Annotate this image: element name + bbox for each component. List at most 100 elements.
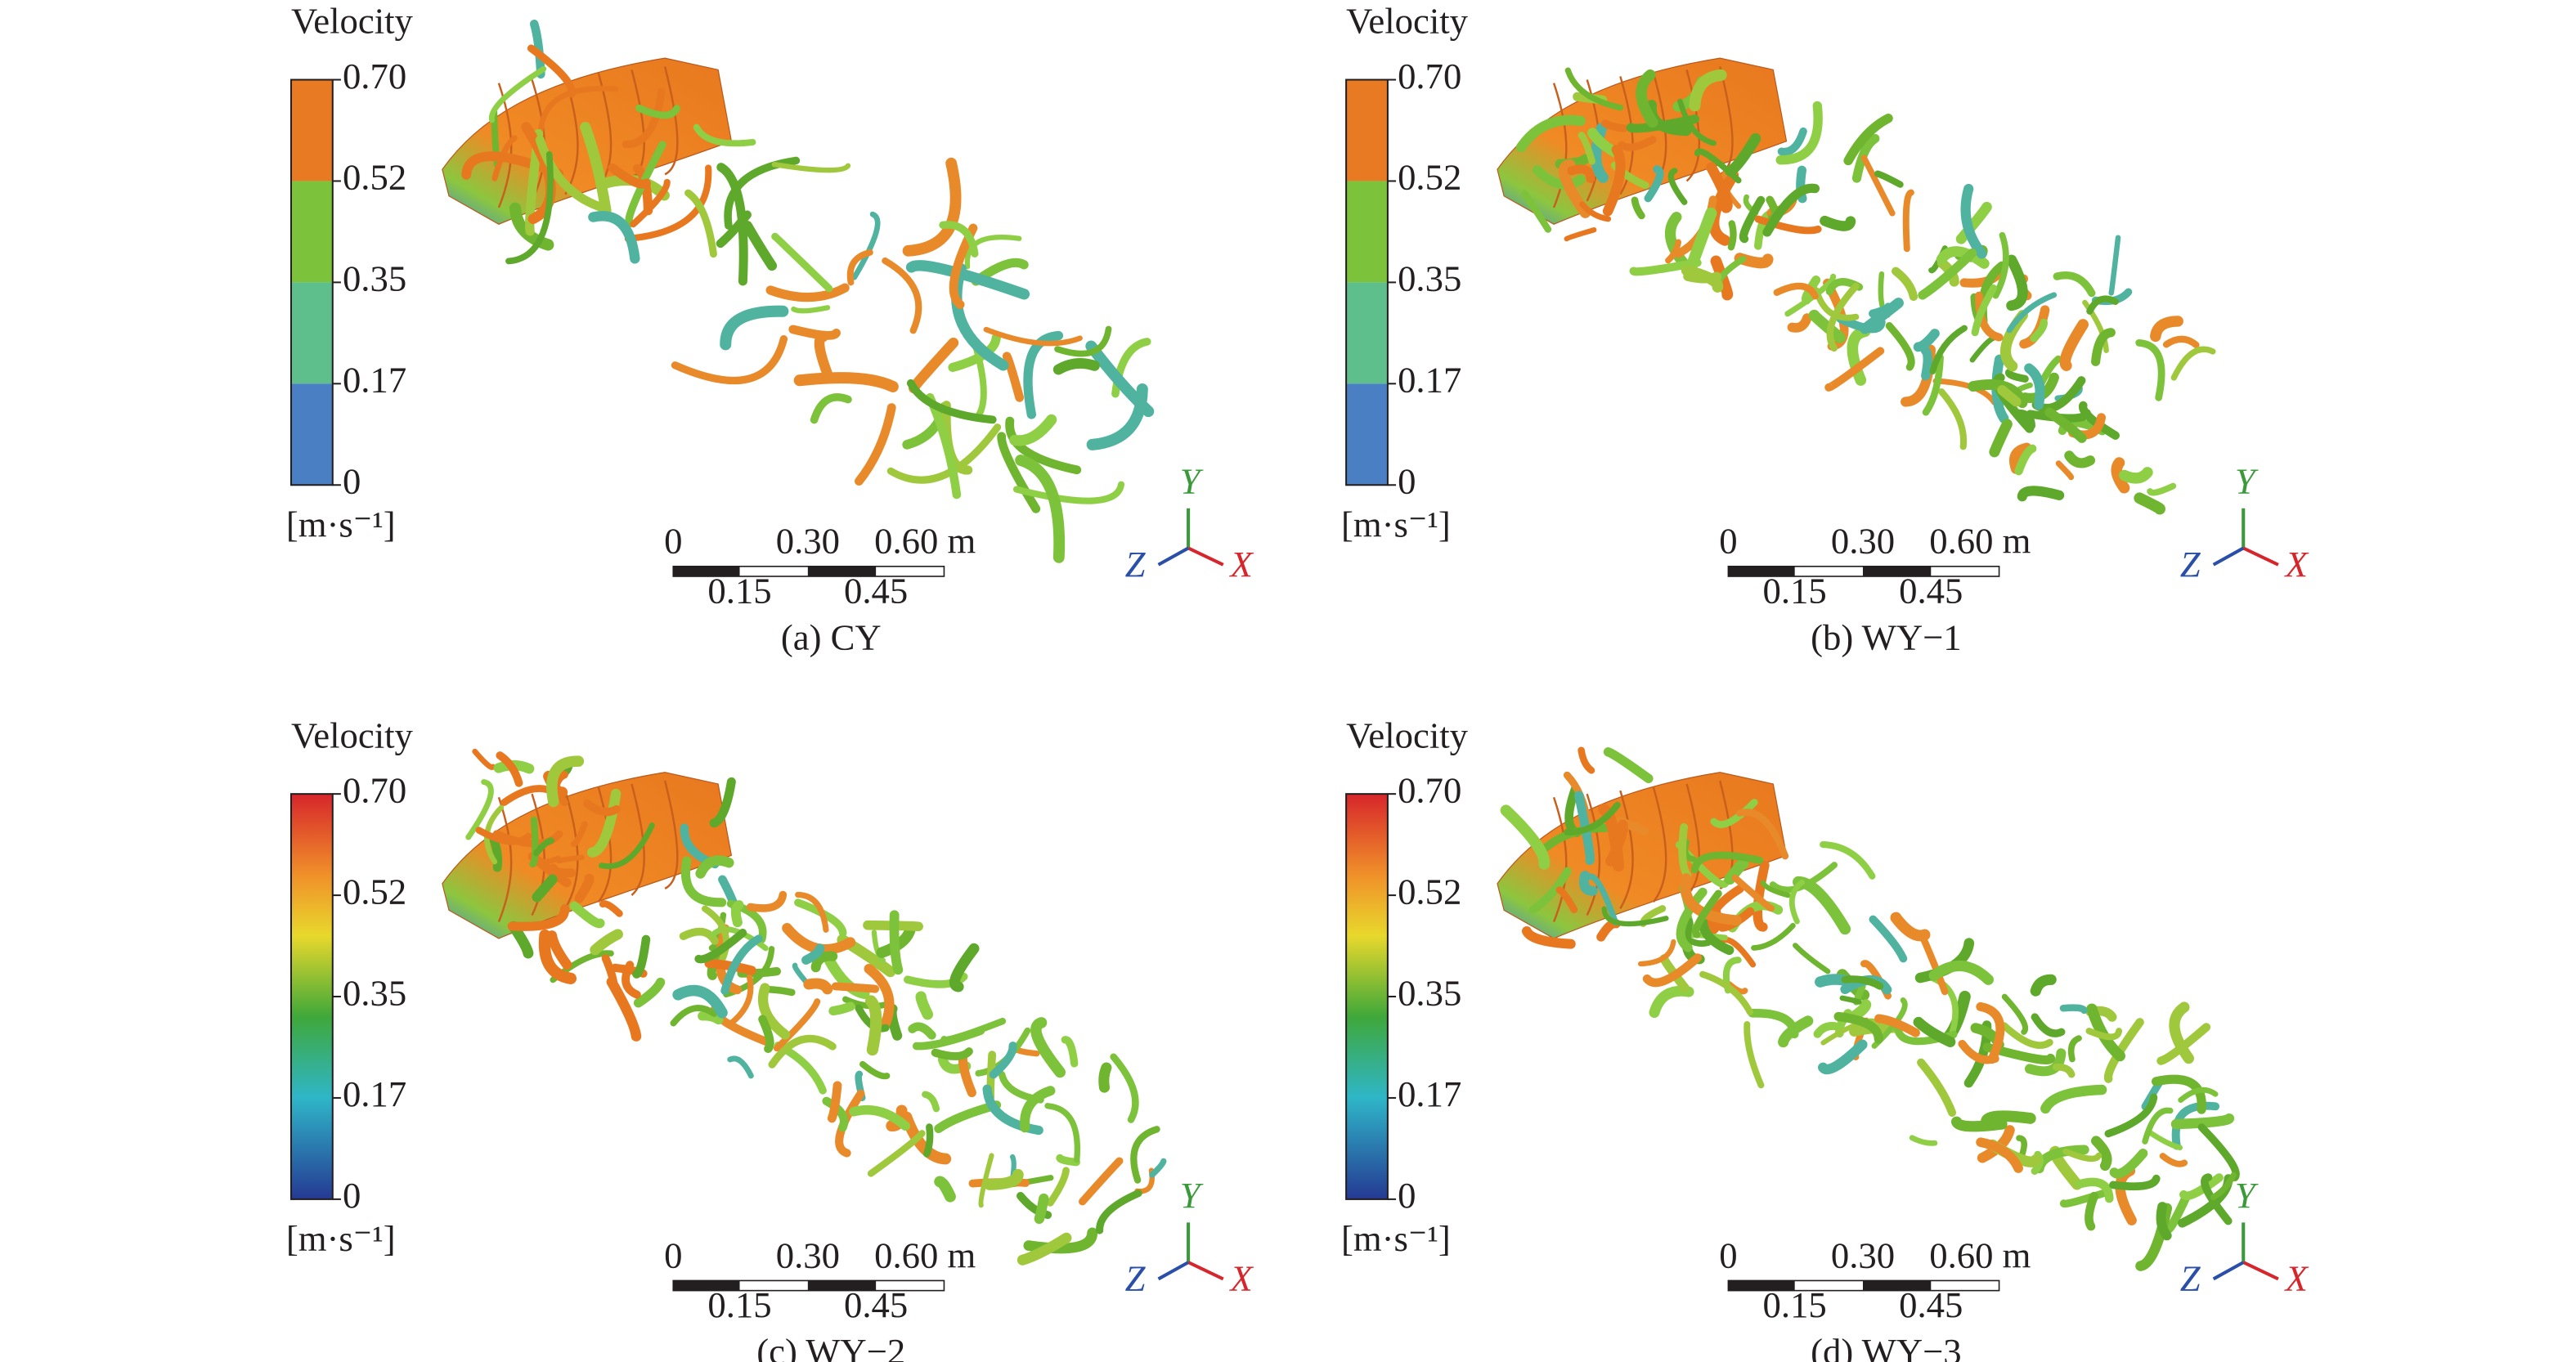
vortex-tube <box>1826 282 1860 352</box>
scale-label: 0.15 <box>1763 1284 1827 1325</box>
vortex-tube <box>841 996 891 1010</box>
vortex-tube <box>1936 246 1990 269</box>
vortex-tube <box>1928 960 1994 985</box>
axis-label: Y <box>1180 1175 1204 1216</box>
vortex-tube <box>1744 1020 1765 1089</box>
vortex-tube <box>1009 414 1057 446</box>
vortex-tube <box>939 221 979 258</box>
vortex-tube <box>549 863 577 878</box>
wing-stripe <box>663 65 679 176</box>
vortex-tube <box>2111 457 2130 494</box>
legend-title: Velocity <box>1346 715 1469 755</box>
vortex-tube <box>810 393 852 424</box>
vortex-tube <box>529 816 539 868</box>
vortex-tube <box>509 202 554 251</box>
vortex-tube <box>2091 1136 2112 1172</box>
wing-stripe <box>1685 69 1700 182</box>
wing-stripe <box>1552 796 1568 923</box>
wing-stripe <box>1552 83 1568 208</box>
vortex-tube <box>1603 747 1654 783</box>
legend-title: Velocity <box>1346 1 1469 42</box>
vortex-tube <box>2170 346 2216 381</box>
colorbar-segment <box>1346 79 1388 181</box>
vortex-tube <box>505 150 554 265</box>
colorbar-segment <box>1346 383 1388 486</box>
vortex-tube <box>864 963 895 1028</box>
axis-arrow <box>2212 1261 2245 1281</box>
vortex-tube <box>855 403 896 486</box>
vortex-tube <box>583 799 621 817</box>
vortex-tube <box>922 1091 940 1113</box>
vortex-tube <box>1929 325 1968 374</box>
vortex-tube <box>997 432 1041 513</box>
vortex-tube <box>864 995 882 1056</box>
vortex-tube <box>1515 114 1586 153</box>
vortex-tube <box>574 873 595 903</box>
vortex-tube <box>1913 329 1940 352</box>
vortex-tube <box>2076 1177 2114 1203</box>
vortex-tube <box>1920 346 1932 381</box>
vortex-tube <box>465 779 494 840</box>
vortex-tube <box>2014 444 2037 476</box>
legend-title: Velocity <box>291 715 414 755</box>
vortex-tube <box>2201 1173 2233 1225</box>
vortex-tube <box>538 929 577 984</box>
vortex-tube <box>1724 858 1749 885</box>
caption: (a) CY <box>781 616 882 657</box>
vortex-tube <box>1813 1022 1839 1038</box>
vortex-tube <box>1902 189 1914 253</box>
vortex-tube <box>904 972 968 988</box>
colorbar-label: 0.17 <box>343 1073 406 1114</box>
axis-arrow <box>1157 546 1190 567</box>
vortex-tube <box>846 249 873 286</box>
vortex-tube <box>1851 133 1880 183</box>
vortex-tube <box>923 1123 934 1158</box>
vortex-tube <box>2171 1101 2220 1150</box>
colorbar-label: 0.70 <box>1398 56 1461 96</box>
vortex-tube <box>1052 358 1100 375</box>
vortex-tube <box>849 1104 910 1131</box>
vortex-tube <box>569 901 605 929</box>
scale-bar-segment <box>673 1280 740 1291</box>
colorbar-label: 0 <box>343 1175 361 1216</box>
vortex-tube <box>1079 1157 1124 1206</box>
vortex-tube <box>590 929 623 956</box>
vortex-tube <box>793 372 899 392</box>
vortex-tube <box>2086 295 2119 315</box>
vortex-tube <box>1874 1014 1920 1037</box>
vortex-tube <box>2210 1172 2237 1201</box>
vortex-tube <box>1727 220 1737 251</box>
colorbar-segment <box>1346 181 1388 283</box>
vortex-tube <box>909 337 959 394</box>
vortex-tube <box>1909 1135 1938 1146</box>
vortex-tube <box>768 1034 837 1069</box>
vortex-tube <box>1602 144 1626 217</box>
vortex-tube <box>1520 190 1552 233</box>
vortex-tube <box>1086 383 1148 450</box>
colorbar <box>1345 793 1389 1200</box>
vortex-tube <box>1149 1158 1167 1178</box>
colorbar-label: 0.70 <box>343 769 406 810</box>
vortex-tube <box>1778 1015 1814 1048</box>
vortex-tube <box>1885 322 1915 371</box>
vortex-tube <box>1110 1053 1139 1123</box>
vortex-tube <box>1841 975 1884 990</box>
scale-label: 0.30 <box>776 521 840 562</box>
vortex-tube <box>2142 1107 2174 1145</box>
vortex-tube <box>1922 354 1944 416</box>
vortex-tube <box>1820 1018 1878 1046</box>
vortex-tube <box>1754 215 1822 235</box>
vortex-tube <box>2067 1035 2082 1063</box>
vortex-tube <box>742 221 778 271</box>
vortex-tube <box>1567 164 1595 184</box>
axis-arrow <box>1187 1261 1224 1281</box>
vortex-tube <box>1777 127 1807 156</box>
colorbar-label: 0.17 <box>343 360 406 401</box>
vortex-tube <box>2135 338 2165 401</box>
vortex-tube <box>2108 235 2121 296</box>
vortex-tube <box>964 234 1022 270</box>
vortex-tube <box>500 785 568 807</box>
vortex-tube <box>859 1060 891 1080</box>
vortex-tube <box>2053 271 2096 298</box>
vortex-tube <box>2008 442 2032 474</box>
